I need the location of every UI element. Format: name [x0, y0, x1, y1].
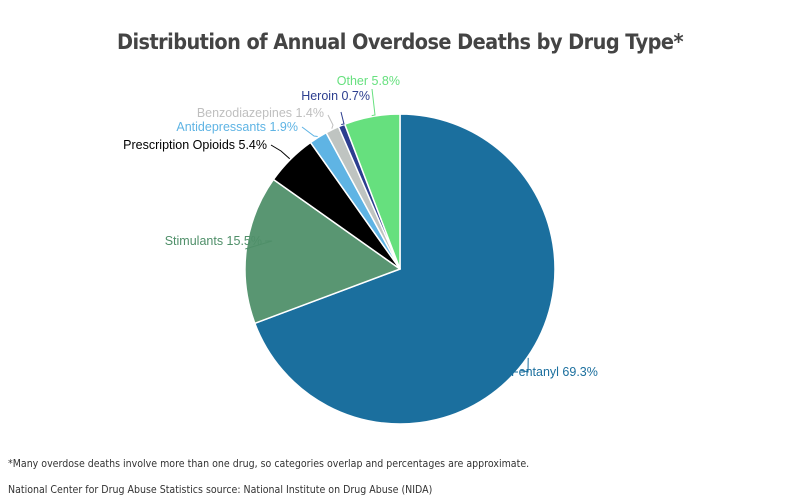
slice-label-benzodiazepines: Benzodiazepines 1.4% — [197, 106, 324, 120]
slice-labels: Fentanyl 69.3% Stimulants 15.5% Prescripti… — [123, 74, 598, 379]
leader-line-prescription-opioids — [270, 144, 291, 160]
slice-label-stimulants: Stimulants 15.5% — [165, 234, 262, 248]
chart-title: Distribution of Annual Overdose Deaths b… — [116, 30, 684, 54]
leader-line-benzodiazepines — [327, 114, 334, 129]
slice-label-heroin: Heroin 0.7% — [301, 89, 370, 103]
leader-lines — [245, 88, 529, 373]
slice-label-other: Other 5.8% — [337, 74, 400, 88]
slice-label-antidepressants: Antidepressants 1.9% — [176, 120, 298, 134]
footnote-source: National Center for Drug Abuse Statistic… — [8, 483, 433, 496]
pie-slice-other — [344, 113, 401, 270]
leader-line-heroin — [340, 111, 345, 125]
leader-line-fentanyl — [519, 357, 529, 373]
leader-line-antidepressants — [301, 126, 318, 137]
slice-label-prescription-opioids: Prescription Opioids 5.4% — [123, 138, 267, 152]
pie-slice-fentanyl — [254, 113, 556, 425]
leader-line-other — [371, 88, 376, 117]
pie-slices — [244, 113, 556, 425]
slice-label-fentanyl: Fentanyl 69.3% — [511, 365, 598, 379]
footnote-note: *Many overdose deaths involve more than … — [8, 457, 530, 470]
leader-line-stimulants — [245, 240, 273, 250]
